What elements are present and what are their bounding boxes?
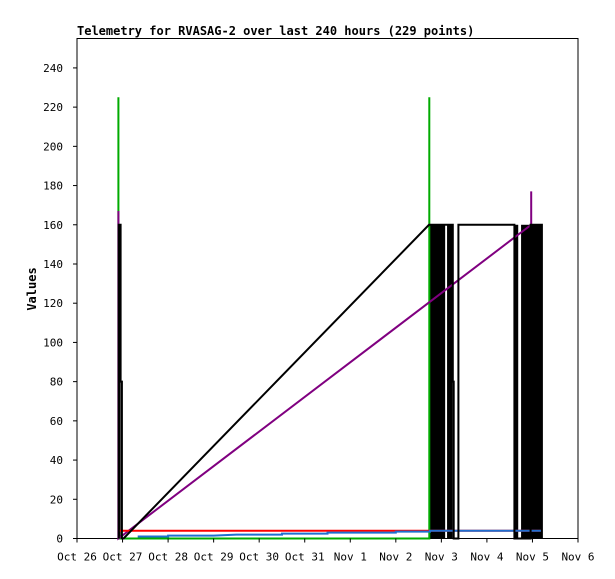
y-tick-label: 220: [43, 101, 63, 114]
x-tick-label: Oct 30: [239, 551, 279, 564]
x-tick-label: Oct 28: [148, 551, 188, 564]
y-tick-label: 0: [56, 533, 63, 546]
y-tick-label: 80: [50, 376, 63, 389]
dense-data-bands: [118, 224, 542, 539]
series-line-0: [117, 97, 431, 540]
x-tick-label: Nov 5: [516, 551, 549, 564]
y-tick-label: 120: [43, 297, 63, 310]
series-line-4: [117, 223, 543, 540]
x-tick-label: Nov 6: [561, 551, 594, 564]
y-tick-label: 40: [50, 454, 63, 467]
y-tick-label: 160: [43, 219, 63, 232]
dense-band-2: [447, 224, 453, 539]
series-line-3: [137, 529, 542, 538]
y-tick-label: 200: [43, 140, 63, 153]
x-tick-label: Oct 31: [285, 551, 325, 564]
dense-band-1: [429, 224, 446, 539]
series-line-1: [117, 191, 533, 541]
x-tick-label: Oct 26: [57, 551, 97, 564]
x-tick-label: Nov 2: [379, 551, 412, 564]
x-axis: Oct 26 Oct 27 Oct 28 Oct 29 Oct 30 Oct 31 Nov …: [57, 538, 595, 564]
data-series: [117, 97, 543, 541]
y-tick-label: 180: [43, 180, 63, 193]
y-tick-label: 240: [43, 62, 63, 75]
dense-band-3: [514, 224, 519, 539]
y-tick-label: 60: [50, 415, 63, 428]
y-tick-label: 140: [43, 258, 63, 271]
y-tick-label: 20: [50, 493, 63, 506]
y-axis-label: Values: [25, 267, 39, 310]
x-tick-label: Oct 29: [194, 551, 234, 564]
y-tick-label: 100: [43, 336, 63, 349]
x-tick-label: Nov 1: [334, 551, 367, 564]
x-tick-label: Oct 27: [103, 551, 143, 564]
x-tick-label: Nov 3: [425, 551, 458, 564]
chart-title: Telemetry for RVASAG-2 over last 240 hou…: [77, 24, 474, 38]
x-tick-label: Nov 4: [470, 551, 503, 564]
plot-frame: [76, 38, 579, 539]
y-axis: 0 20 40 60 80 100 120 140 160 180 200 220 240: [43, 62, 77, 546]
